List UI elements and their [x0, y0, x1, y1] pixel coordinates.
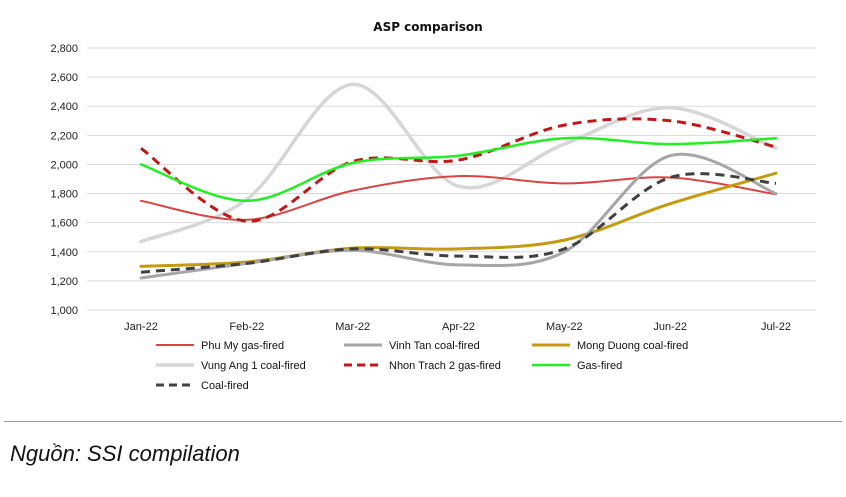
legend: Phu My gas-fired Vinh Tan coal-fired Mong …	[156, 340, 688, 392]
legend-label-coal-fired: Coal-fired	[201, 380, 249, 392]
y-tick-label: 1,200	[50, 276, 78, 288]
legend-label-vinh-tan-coal-fired: Vinh Tan coal-fired	[389, 340, 480, 352]
chart-title: ASP comparison	[373, 20, 482, 34]
x-tick-label: Jan-22	[124, 321, 158, 333]
y-tick-label: 1,000	[50, 305, 78, 317]
y-tick-label: 1,600	[50, 218, 78, 230]
y-axis-ticks: 1,000 1,200 1,400 1,600 1,800 2,000 2,200 2,400…	[50, 43, 78, 317]
legend-label-mong-duong-coal-fired: Mong Duong coal-fired	[577, 340, 688, 352]
gridlines	[87, 47, 816, 311]
y-tick-label: 1,800	[50, 189, 78, 201]
x-tick-label: May-22	[546, 321, 583, 333]
x-tick-label: Mar-22	[335, 321, 370, 333]
x-tick-label: Jul-22	[761, 321, 791, 333]
y-tick-label: 2,600	[50, 72, 78, 84]
y-tick-label: 2,400	[50, 101, 78, 113]
y-tick-label: 1,400	[50, 247, 78, 259]
y-tick-label: 2,000	[50, 159, 78, 171]
x-tick-label: Apr-22	[442, 321, 475, 333]
series-line-vung-ang-1-coal-fired	[139, 82, 778, 244]
legend-label-gas-fired: Gas-fired	[577, 360, 622, 372]
y-tick-label: 2,800	[50, 43, 78, 55]
series-line-nhon-trach-2-gas-fired	[140, 117, 777, 223]
legend-label-vung-ang-1-coal-fired: Vung Ang 1 coal-fired	[201, 360, 306, 372]
x-axis-ticks: Jan-22 Feb-22 Mar-22 Apr-22 May-22 Jun-22 Jul-…	[124, 321, 791, 333]
source-note: Nguồn: SSI compilation	[10, 441, 240, 466]
x-tick-label: Jun-22	[653, 321, 687, 333]
series-line-vinh-tan-coal-fired	[139, 152, 778, 280]
chart-frame: ASP comparison 1,000 1,200 1,400 1,600 1,800…	[4, 4, 842, 419]
legend-label-nhon-trach-2-gas-fired: Nhon Trach 2 gas-fired	[389, 360, 501, 372]
series-line-gas-fired	[139, 136, 778, 203]
legend-label-phu-my-gas-fired: Phu My gas-fired	[201, 340, 284, 352]
x-tick-label: Feb-22	[229, 321, 264, 333]
asp-comparison-chart: ASP comparison 1,000 1,200 1,400 1,600 1,800…	[50, 20, 816, 392]
series-lines	[139, 82, 778, 280]
series-line-phu-my-gas-fired	[140, 174, 777, 221]
divider	[4, 421, 842, 422]
series-line-coal-fired	[140, 172, 777, 274]
y-tick-label: 2,200	[50, 130, 78, 142]
